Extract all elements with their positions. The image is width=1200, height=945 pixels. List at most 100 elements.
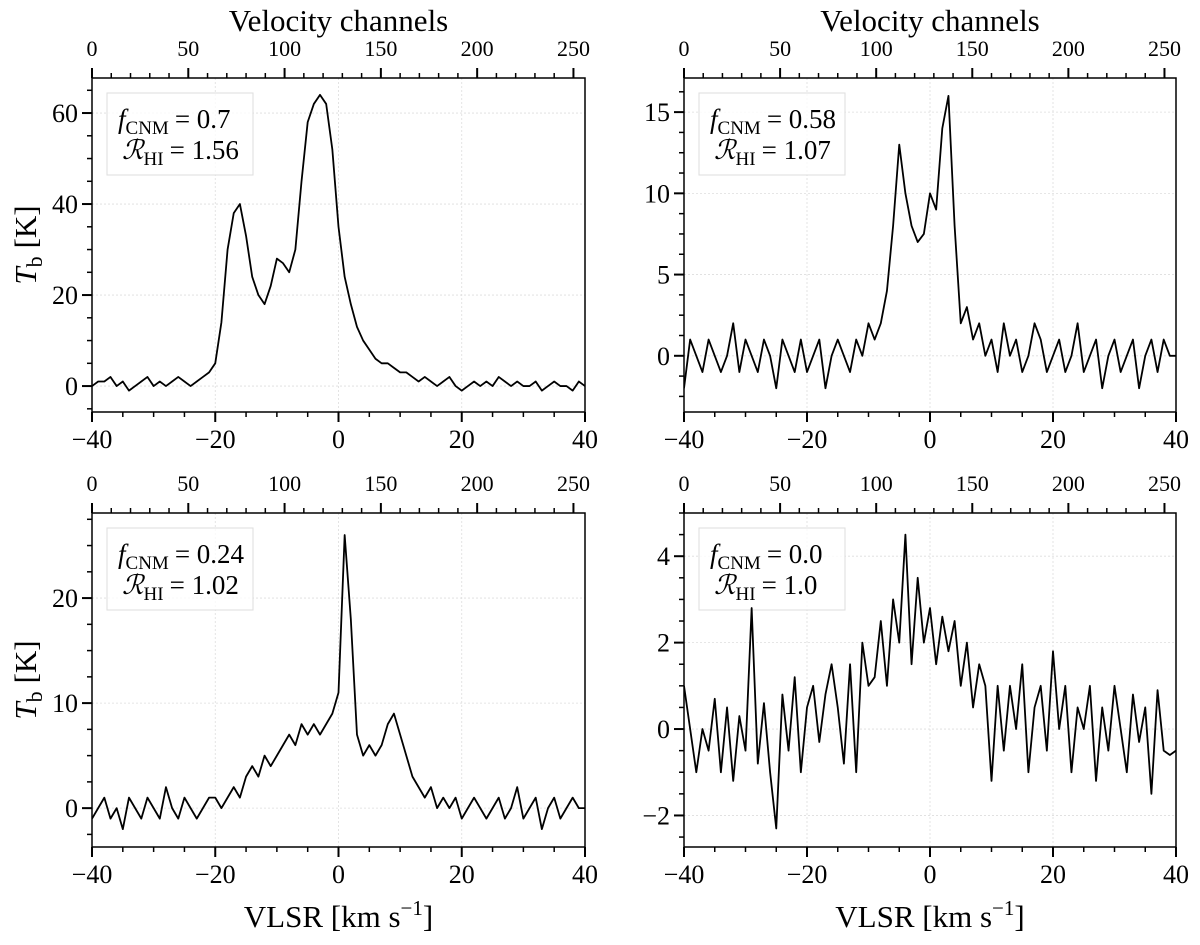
spectrum-line	[92, 93, 585, 392]
y-tick-label: 10	[52, 689, 78, 718]
y-tick-label: 0	[657, 715, 670, 744]
x-label-sup: −1	[401, 896, 423, 920]
annotation-symbol: ℛ	[122, 570, 146, 600]
x-tick-label: −20	[195, 860, 236, 889]
spectrum-line	[684, 533, 1176, 830]
x-tick-label: 40	[1163, 425, 1189, 454]
y-tick-label: 20	[52, 281, 78, 310]
annotation-sub: HI	[736, 149, 756, 170]
annotation-value: = 1.02	[170, 570, 239, 600]
annotation-value: = 1.0	[762, 570, 818, 600]
x-label-end: ]	[1014, 899, 1024, 934]
annotation-symbol: f	[710, 104, 721, 134]
y-tick-label: 4	[657, 542, 670, 571]
annotation-box	[698, 92, 846, 176]
y-tick-label: −2	[642, 801, 670, 830]
y-axis-label: Tb [K]	[8, 640, 47, 719]
x2-tick-label: 150	[956, 36, 989, 61]
y-tick-label: 15	[644, 98, 670, 127]
x2-tick-label: 100	[860, 471, 893, 496]
x2-axis-label: Velocity channels	[229, 3, 449, 38]
annotation-symbol: ℛ	[122, 135, 146, 165]
x-tick-label: −40	[72, 425, 113, 454]
x2-tick-label: 200	[1052, 36, 1085, 61]
annotation-sub: HI	[144, 584, 164, 605]
x-tick-label: −20	[195, 425, 236, 454]
x-tick-label: 0	[332, 425, 345, 454]
x2-tick-label: 250	[1148, 36, 1181, 61]
x2-tick-label: 250	[557, 471, 590, 496]
x-tick-label: 40	[572, 425, 598, 454]
x2-tick-label: 250	[557, 36, 590, 61]
y-tick-label: 0	[65, 794, 78, 823]
x2-tick-label: 50	[177, 471, 199, 496]
x2-tick-label: 150	[364, 36, 397, 61]
x-label-sup: −1	[992, 896, 1014, 920]
x-tick-label: 20	[1040, 425, 1066, 454]
x2-tick-label: 50	[769, 471, 791, 496]
annotation-text: ℛHI = 1.56	[122, 135, 239, 170]
annotation-symbol: ℛ	[714, 570, 738, 600]
x2-tick-label: 50	[769, 36, 791, 61]
y-label-symbol: T	[8, 265, 43, 285]
y-tick-label: 20	[52, 584, 78, 613]
annotation-value: = 0.58	[767, 104, 836, 134]
panel: −40 −20 0 20 40 0 50 100 150 200 250 0 10 20 fCNM = 0.2…	[8, 471, 598, 934]
y-label-symbol: T	[8, 700, 43, 720]
y-label-text: [K]	[8, 640, 43, 683]
annotation-sub: CNM	[718, 118, 761, 139]
annotation-box	[698, 527, 846, 611]
annotation-box	[106, 92, 254, 176]
y-tick-label: 0	[65, 372, 78, 401]
annotation-text: ℛHI = 1.0	[714, 570, 817, 605]
y-tick-label: 40	[52, 190, 78, 219]
x-tick-label: 40	[572, 860, 598, 889]
x-label-end: ]	[423, 899, 433, 934]
x-tick-label: 40	[1163, 860, 1189, 889]
x-tick-label: −40	[664, 425, 705, 454]
spectrum-line	[684, 94, 1176, 390]
x-tick-label: −40	[72, 860, 113, 889]
annotation-sub: CNM	[126, 118, 169, 139]
x-tick-label: 20	[449, 425, 475, 454]
annotation-sub: HI	[736, 584, 756, 605]
x2-axis-label: Velocity channels	[820, 3, 1040, 38]
x2-tick-label: 100	[860, 36, 893, 61]
x-tick-label: 0	[924, 860, 937, 889]
y-label-sub: b	[22, 256, 47, 267]
annotation-sub: HI	[144, 149, 164, 170]
x2-tick-label: 200	[461, 471, 494, 496]
x-tick-label: −20	[787, 860, 828, 889]
x-tick-label: 20	[1040, 860, 1066, 889]
x2-tick-label: 100	[268, 36, 301, 61]
y-tick-label: 0	[657, 342, 670, 371]
y-tick-label: 5	[657, 261, 670, 290]
spectrum-line	[92, 534, 585, 831]
annotation-symbol: f	[710, 539, 721, 569]
x2-tick-label: 200	[461, 36, 494, 61]
annotation-value: = 0.24	[175, 539, 245, 569]
y-label-text: [K]	[8, 205, 43, 248]
x-tick-label: 0	[332, 860, 345, 889]
annotation-text: fCNM = 0.58	[710, 104, 836, 139]
x2-tick-label: 150	[956, 471, 989, 496]
panel: −40 −20 0 20 40 0 50 100 150 200 250 0 20 40 60 fCNM = 0…	[8, 3, 598, 454]
annotation-symbol: f	[118, 104, 129, 134]
x-label-text: VLSR [km s	[835, 899, 992, 934]
x2-tick-label: 200	[1052, 471, 1085, 496]
annotation-text: fCNM = 0.24	[118, 539, 245, 574]
x-label-text: VLSR [km s	[244, 899, 401, 934]
annotation-text: fCNM = 0.0	[710, 539, 823, 574]
x2-tick-label: 0	[679, 36, 690, 61]
annotation-text: ℛHI = 1.07	[714, 135, 831, 170]
y-tick-label: 10	[644, 179, 670, 208]
annotation-symbol: ℛ	[714, 135, 738, 165]
y-tick-label: 2	[657, 629, 670, 658]
annotation-symbol: f	[118, 539, 129, 569]
annotation-sub: CNM	[126, 553, 169, 574]
x-tick-label: −40	[664, 860, 705, 889]
panel: −40 −20 0 20 40 0 50 100 150 200 250 0 5 10 15 fCNM = 0.…	[644, 3, 1189, 454]
x-axis-label: VLSR [km s−1]	[244, 896, 433, 934]
y-tick-label: 60	[52, 99, 78, 128]
